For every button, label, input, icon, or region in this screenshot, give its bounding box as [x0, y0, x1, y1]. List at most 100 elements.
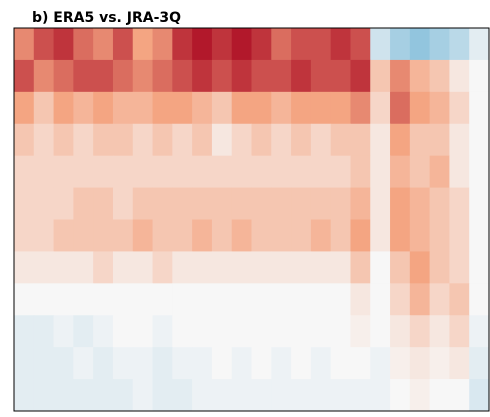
heat-cell	[251, 219, 272, 252]
heat-cell	[33, 91, 55, 125]
heat-cell	[33, 155, 55, 189]
heat-cell	[330, 187, 351, 220]
heat-cell	[73, 28, 94, 61]
heat-cell	[33, 187, 55, 220]
heat-cell	[310, 59, 332, 93]
heat-cell	[251, 187, 272, 220]
heat-cell	[271, 379, 292, 412]
heat-cell	[390, 315, 411, 348]
heat-cell	[429, 59, 450, 93]
heat-cell	[291, 187, 312, 220]
heat-cell	[211, 219, 233, 252]
heat-cell	[449, 379, 470, 412]
heat-cell	[350, 251, 371, 284]
heat-cell	[152, 379, 173, 412]
heat-cell	[390, 28, 411, 61]
heat-cell	[132, 187, 154, 220]
heat-cell	[291, 315, 312, 348]
heat-cell	[370, 283, 391, 316]
heat-cell	[271, 315, 292, 348]
heat-cell	[211, 379, 233, 412]
heat-cell	[211, 91, 233, 125]
heat-cell	[330, 379, 351, 412]
heat-cell	[152, 283, 173, 316]
heat-cell	[469, 59, 490, 93]
heat-cell	[350, 379, 371, 412]
heat-cell	[390, 59, 411, 93]
heat-cell	[152, 187, 173, 220]
heat-cell	[409, 315, 431, 348]
heat-cell	[112, 91, 134, 125]
heat-cell	[251, 123, 272, 157]
heat-cell	[14, 187, 35, 220]
heat-cell	[33, 219, 55, 252]
heat-cell	[172, 219, 193, 252]
heat-cell	[14, 347, 35, 380]
heat-cell	[192, 379, 213, 412]
heat-cell	[390, 347, 411, 380]
heat-cell	[310, 219, 332, 252]
heat-cell	[330, 283, 351, 316]
heat-cell	[14, 283, 35, 316]
heat-cell	[350, 187, 371, 220]
heat-cell	[370, 379, 391, 412]
heat-cell	[93, 315, 114, 348]
chart-title: b) ERA5 vs. JRA-3Q	[32, 10, 181, 26]
heat-cell	[73, 379, 94, 412]
heat-cell	[291, 155, 312, 189]
heat-cell	[93, 251, 114, 284]
heat-cell	[251, 59, 272, 93]
heat-cell	[152, 28, 173, 61]
heat-cell	[211, 347, 233, 380]
heat-cell	[449, 91, 470, 125]
heat-cell	[211, 59, 233, 93]
heat-cell	[172, 123, 193, 157]
heat-cell	[310, 187, 332, 220]
heat-cell	[310, 28, 332, 61]
heat-cell	[14, 251, 35, 284]
heat-cell	[409, 91, 431, 125]
heat-cell	[192, 59, 213, 93]
heat-cell	[291, 251, 312, 284]
heat-cell	[271, 123, 292, 157]
heat-cell	[192, 347, 213, 380]
heat-cell	[14, 28, 35, 61]
heat-cell	[132, 219, 154, 252]
heat-cell	[53, 379, 74, 412]
heat-cell	[310, 379, 332, 412]
heat-cell	[271, 59, 292, 93]
heat-cell	[251, 315, 272, 348]
heat-cell	[192, 283, 213, 316]
heat-cell	[172, 187, 193, 220]
heat-cell	[469, 28, 490, 61]
heat-cell	[449, 28, 470, 61]
plot-frame	[13, 27, 490, 412]
heat-cell	[73, 347, 94, 380]
heat-cell	[132, 155, 154, 189]
heat-cell	[429, 187, 450, 220]
heat-cell	[370, 187, 391, 220]
heat-cell	[409, 59, 431, 93]
heat-cell	[449, 187, 470, 220]
heat-cell	[330, 347, 351, 380]
heat-cell	[53, 155, 74, 189]
heat-cell	[231, 155, 252, 189]
heat-cell	[469, 123, 490, 157]
heat-cell	[192, 219, 213, 252]
heat-cell	[172, 251, 193, 284]
heat-cell	[53, 219, 74, 252]
heat-cell	[350, 219, 371, 252]
heat-cell	[449, 219, 470, 252]
heat-cell	[73, 187, 94, 220]
heat-cell	[132, 315, 154, 348]
heat-cell	[469, 155, 490, 189]
heat-cell	[33, 315, 55, 348]
heat-cell	[350, 347, 371, 380]
heat-cell	[330, 155, 351, 189]
heat-cell	[93, 123, 114, 157]
heat-cell	[390, 251, 411, 284]
heat-cell	[271, 251, 292, 284]
heat-cell	[469, 379, 490, 412]
heat-cell	[93, 59, 114, 93]
heat-cell	[370, 59, 391, 93]
